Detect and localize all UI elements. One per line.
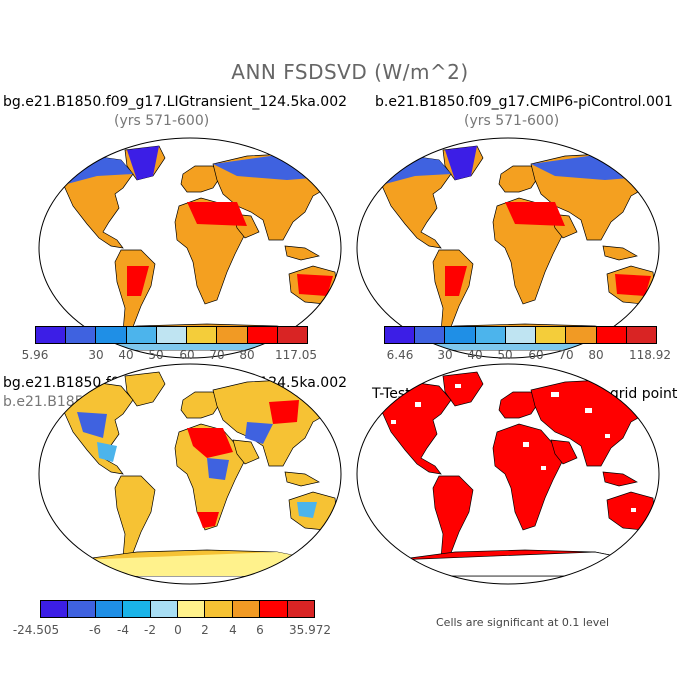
top-right-subtitle: (yrs 571-600) xyxy=(464,113,560,129)
main-title: ANN FSDSVD (W/m^2) xyxy=(231,60,469,84)
colorbar-swatch xyxy=(41,601,69,617)
cb-label: 6.46 xyxy=(386,348,414,362)
top-left-colorbar xyxy=(35,326,308,344)
bottom-right-map xyxy=(356,363,660,585)
top-left-subtitle: (yrs 571-600) xyxy=(114,113,210,129)
colorbar-swatch xyxy=(445,327,476,343)
colorbar-swatch xyxy=(187,327,218,343)
cb-label: 2 xyxy=(201,623,209,637)
colorbar-swatch xyxy=(277,327,307,343)
cb-label: 60 xyxy=(179,348,195,362)
colorbar-swatch xyxy=(178,601,206,617)
cb-label: 50 xyxy=(497,348,513,362)
colorbar-swatch xyxy=(205,601,233,617)
top-right-title: b.e21.B1850.f09_g17.CMIP6-piControl.001 xyxy=(375,94,673,110)
cb-label: -24.505 xyxy=(12,623,60,637)
colorbar-swatch xyxy=(126,327,157,343)
top-right-colorbar xyxy=(384,326,657,344)
cb-label: 50 xyxy=(148,348,164,362)
bottom-left-colorbar xyxy=(40,600,315,618)
cb-label: 30 xyxy=(437,348,453,362)
colorbar-swatch xyxy=(505,327,537,343)
cb-label: 6 xyxy=(256,623,264,637)
colorbar-swatch xyxy=(626,327,656,343)
cb-label: 70 xyxy=(209,348,225,362)
colorbar-swatch xyxy=(596,327,627,343)
cb-label: 117.05 xyxy=(275,348,317,362)
colorbar-swatch xyxy=(247,327,278,343)
colorbar-swatch xyxy=(95,601,124,617)
cb-label: -6 xyxy=(89,623,101,637)
colorbar-swatch xyxy=(156,327,188,343)
colorbar-swatch xyxy=(217,327,248,343)
colorbar-swatch xyxy=(385,327,416,343)
colorbar-swatch xyxy=(123,601,151,617)
cb-label: 40 xyxy=(118,348,134,362)
cb-label: 30 xyxy=(88,348,104,362)
cb-label: 0 xyxy=(174,623,182,637)
cb-label: 60 xyxy=(528,348,544,362)
colorbar-swatch xyxy=(66,327,97,343)
colorbar-swatch xyxy=(68,601,96,617)
colorbar-swatch xyxy=(96,327,127,343)
colorbar-swatch xyxy=(287,601,315,617)
colorbar-swatch xyxy=(36,327,67,343)
colorbar-swatch xyxy=(536,327,567,343)
cb-label: 35.972 xyxy=(289,623,331,637)
colorbar-swatch xyxy=(415,327,446,343)
cb-label: 5.96 xyxy=(21,348,49,362)
colorbar-swatch xyxy=(260,601,288,617)
cb-label: 118.92 xyxy=(629,348,671,362)
bottom-left-map xyxy=(38,363,342,585)
top-left-title: bg.e21.B1850.f09_g17.LIGtransient_124.5k… xyxy=(3,94,348,110)
cb-label: 80 xyxy=(239,348,255,362)
cb-label: 4 xyxy=(229,623,237,637)
cb-label: 70 xyxy=(558,348,574,362)
cb-label: -4 xyxy=(117,623,129,637)
cb-label: 80 xyxy=(588,348,604,362)
cb-label: 40 xyxy=(467,348,483,362)
cb-label: -2 xyxy=(144,623,156,637)
significance-note: Cells are significant at 0.1 level xyxy=(436,616,610,629)
colorbar-swatch xyxy=(150,601,179,617)
colorbar-swatch xyxy=(232,601,261,617)
colorbar-swatch xyxy=(475,327,506,343)
colorbar-swatch xyxy=(566,327,597,343)
